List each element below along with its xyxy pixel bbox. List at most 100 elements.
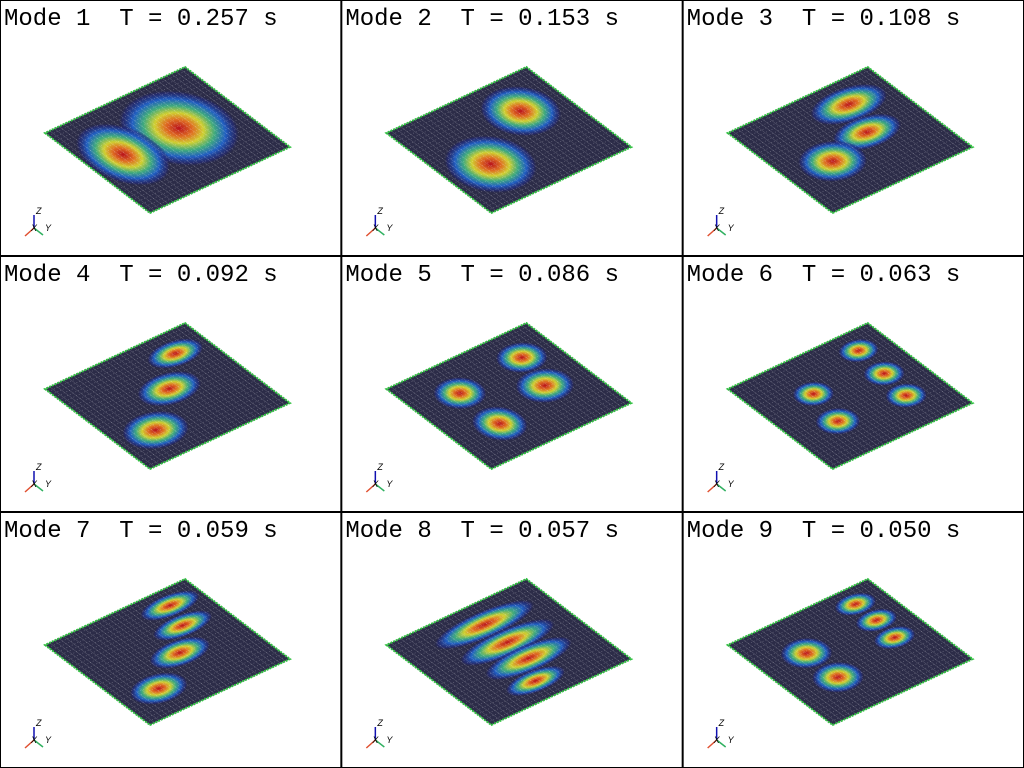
mesh-line: [863, 69, 968, 149]
mesh-line: [774, 111, 879, 191]
mesh-line: [765, 627, 870, 707]
axis-x: [707, 739, 718, 749]
axis-label-x: X: [371, 735, 379, 745]
mesh-line: [863, 325, 968, 405]
mesh-line: [770, 625, 875, 705]
mesh-line: [484, 343, 589, 423]
mesh-line: [87, 625, 192, 705]
axis-y: [33, 483, 44, 492]
mesh-line: [844, 78, 949, 158]
panel-title: Mode 6 T = 0.063 s: [687, 262, 961, 289]
mesh-line: [456, 612, 561, 692]
mesh-line: [92, 111, 197, 191]
mesh-line: [835, 82, 940, 162]
axis-y: [374, 739, 385, 748]
mesh-line: [152, 594, 257, 674]
mode-panel: Mode 6 T = 0.063 s ZYX: [687, 262, 973, 492]
mesh-line: [50, 387, 155, 467]
panel-title: Mode 9 T = 0.050 s: [687, 518, 961, 545]
mesh-line: [470, 349, 575, 429]
plate-edge: [45, 323, 290, 469]
mesh-line: [143, 343, 248, 423]
mode-lobe: [129, 672, 188, 705]
mode-lobe: [432, 377, 487, 410]
mesh-line: [461, 98, 566, 178]
mesh-line: [863, 581, 968, 661]
mesh-line: [779, 621, 884, 701]
axis-y: [374, 227, 385, 236]
mesh-line: [475, 91, 580, 171]
mesh-line: [101, 107, 206, 187]
mesh-line: [840, 80, 945, 160]
mesh-line: [788, 360, 893, 440]
mesh-line: [391, 643, 496, 723]
panel-title: Mode 5 T = 0.086 s: [345, 262, 619, 289]
mesh-line: [452, 102, 557, 182]
mesh-line: [438, 109, 543, 189]
mesh-line: [742, 382, 847, 462]
mesh-line: [756, 376, 861, 456]
mesh-line: [802, 98, 907, 178]
plate: [728, 67, 973, 213]
mesh-line: [396, 385, 501, 465]
panel-title: Mode 8 T = 0.057 s: [345, 518, 619, 545]
mesh-line: [64, 380, 169, 460]
mesh-line: [176, 71, 281, 151]
axis-x: [707, 483, 718, 493]
mesh-line: [512, 586, 617, 666]
mesh-line: [475, 347, 580, 427]
mode-lobe: [834, 592, 877, 616]
mesh-line: [157, 336, 262, 416]
mesh-line: [466, 608, 571, 688]
mesh-line: [793, 102, 898, 182]
mesh-line: [798, 356, 903, 436]
mesh-line: [826, 343, 931, 423]
plate-edge: [45, 67, 290, 213]
mode-lobe: [811, 661, 865, 693]
mesh-line: [765, 115, 870, 195]
mesh-line: [770, 369, 875, 449]
panel-title: Mode 4 T = 0.092 s: [4, 262, 278, 289]
mesh-line: [508, 76, 613, 156]
axis-y: [716, 739, 727, 748]
mesh-line: [405, 636, 510, 716]
axis-label-y: Y: [386, 223, 393, 233]
axis-label-z: Z: [376, 462, 383, 472]
plate-surface: [727, 579, 973, 725]
plate-edge: [386, 579, 631, 725]
mesh-line: [124, 352, 229, 432]
mode-lobe: [495, 341, 549, 374]
mesh-line: [157, 592, 262, 672]
mesh-line: [143, 599, 248, 679]
mesh-line: [466, 96, 571, 176]
mesh-line: [428, 369, 533, 449]
axis-label-z: Z: [35, 206, 42, 216]
axis-label-x: X: [371, 479, 379, 489]
mesh-line: [826, 599, 931, 679]
mesh-line: [742, 126, 847, 206]
mesh-line: [470, 605, 575, 685]
mesh-line: [414, 376, 519, 456]
mesh-line: [59, 382, 164, 462]
mesh-line: [115, 612, 220, 692]
mesh-line: [171, 330, 276, 410]
mesh-line: [751, 122, 856, 202]
mesh-line: [110, 102, 215, 182]
mesh-line: [166, 332, 271, 412]
mesh-line: [96, 621, 201, 701]
axis-x: [24, 739, 35, 749]
mesh-line: [433, 623, 538, 703]
mesh-line: [424, 115, 529, 195]
mode-lobe: [838, 338, 879, 363]
mesh-line: [396, 129, 501, 209]
plate: [386, 67, 631, 213]
axis-label-y: Y: [45, 223, 52, 233]
mesh-line: [760, 374, 865, 454]
mesh-line: [854, 74, 959, 154]
mesh-line: [152, 338, 257, 418]
mesh-line: [148, 85, 253, 165]
plate-edge: [728, 579, 973, 725]
mode-panel: Mode 9 T = 0.050 s ZYX: [687, 518, 973, 748]
axis-label-y: Y: [386, 735, 393, 745]
mesh-line: [760, 630, 865, 710]
